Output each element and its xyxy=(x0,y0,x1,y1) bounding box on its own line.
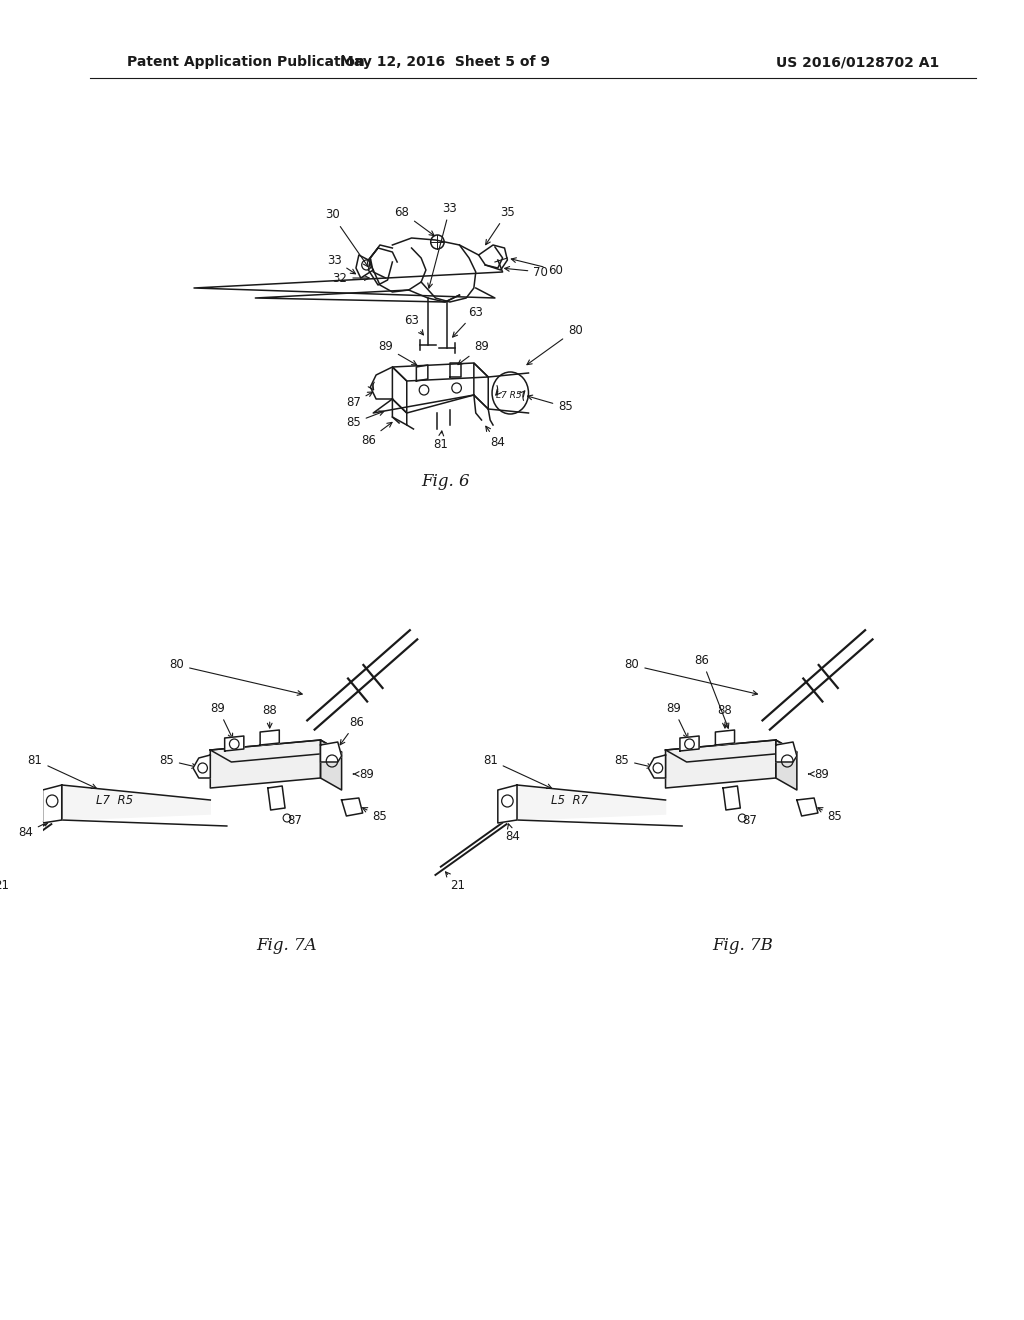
Text: 80: 80 xyxy=(625,659,758,696)
Text: 68: 68 xyxy=(394,206,434,236)
Text: Fig. 7B: Fig. 7B xyxy=(712,936,773,953)
Text: 87: 87 xyxy=(279,801,302,826)
Polygon shape xyxy=(517,785,666,820)
Text: 85: 85 xyxy=(818,808,843,822)
Polygon shape xyxy=(210,741,321,788)
Text: 88: 88 xyxy=(718,704,732,727)
Text: 81: 81 xyxy=(483,754,552,788)
Text: US 2016/0128702 A1: US 2016/0128702 A1 xyxy=(776,55,940,69)
Polygon shape xyxy=(716,730,734,744)
Text: L5  R7: L5 R7 xyxy=(551,795,588,808)
Text: 88: 88 xyxy=(262,704,278,727)
Text: 84: 84 xyxy=(18,822,48,840)
Text: 81: 81 xyxy=(433,432,447,451)
Text: 63: 63 xyxy=(453,305,483,337)
Text: 85: 85 xyxy=(527,395,573,413)
Polygon shape xyxy=(194,755,210,777)
Polygon shape xyxy=(342,799,362,816)
Polygon shape xyxy=(776,741,797,789)
Text: 33: 33 xyxy=(327,253,355,273)
Text: 85: 85 xyxy=(159,754,197,768)
Text: 35: 35 xyxy=(485,206,515,244)
Polygon shape xyxy=(321,742,342,762)
Polygon shape xyxy=(776,742,797,762)
Polygon shape xyxy=(61,785,210,820)
Text: 63: 63 xyxy=(404,314,423,335)
Text: 89: 89 xyxy=(458,341,489,364)
Text: 87: 87 xyxy=(733,801,758,826)
Polygon shape xyxy=(224,737,244,751)
Text: 70: 70 xyxy=(505,265,548,279)
Text: 86: 86 xyxy=(694,653,729,729)
Text: L7  R5: L7 R5 xyxy=(96,795,133,808)
Polygon shape xyxy=(723,785,740,810)
Text: 89: 89 xyxy=(809,767,829,780)
Polygon shape xyxy=(498,785,517,822)
Text: 85: 85 xyxy=(614,754,652,768)
Polygon shape xyxy=(321,741,342,789)
Text: Patent Application Publication: Patent Application Publication xyxy=(127,55,365,69)
Polygon shape xyxy=(666,741,797,762)
Text: 60: 60 xyxy=(511,257,563,276)
Polygon shape xyxy=(680,737,699,751)
Text: 86: 86 xyxy=(361,422,392,446)
Polygon shape xyxy=(268,785,285,810)
Text: 33: 33 xyxy=(428,202,458,288)
Polygon shape xyxy=(666,741,776,788)
Text: 80: 80 xyxy=(169,659,302,696)
Polygon shape xyxy=(648,755,666,777)
Text: 86: 86 xyxy=(340,715,365,744)
Text: 85: 85 xyxy=(362,808,387,822)
Text: 85: 85 xyxy=(346,411,384,429)
Text: Fig. 6: Fig. 6 xyxy=(421,474,469,491)
Text: May 12, 2016  Sheet 5 of 9: May 12, 2016 Sheet 5 of 9 xyxy=(340,55,550,69)
Text: 32: 32 xyxy=(333,272,370,285)
Text: L7 R5: L7 R5 xyxy=(496,391,521,400)
Text: 89: 89 xyxy=(378,341,417,366)
Text: 80: 80 xyxy=(527,323,583,364)
Text: 89: 89 xyxy=(666,701,688,738)
Text: 81: 81 xyxy=(28,754,96,788)
Polygon shape xyxy=(43,785,61,822)
Polygon shape xyxy=(260,730,280,744)
Text: 89: 89 xyxy=(211,701,232,738)
Text: 21: 21 xyxy=(445,873,465,892)
Text: 21: 21 xyxy=(0,873,9,892)
Polygon shape xyxy=(797,799,818,816)
Text: 30: 30 xyxy=(325,209,368,267)
Polygon shape xyxy=(210,741,342,762)
Text: Fig. 7A: Fig. 7A xyxy=(257,936,317,953)
Text: 84: 84 xyxy=(505,824,519,843)
Text: 84: 84 xyxy=(485,426,505,450)
Text: 87: 87 xyxy=(346,392,373,409)
Text: 89: 89 xyxy=(353,767,374,780)
